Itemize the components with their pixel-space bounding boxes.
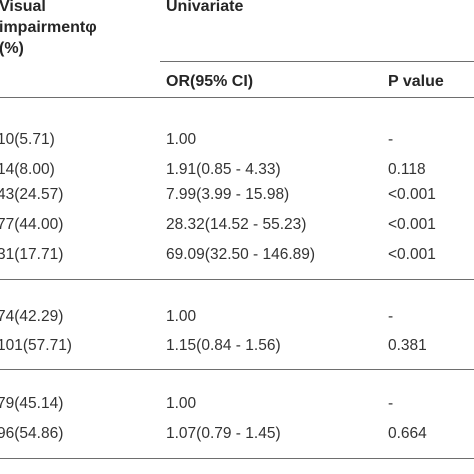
header-col1-line3: (%)	[0, 40, 24, 57]
row-8-count: 79(45.14)	[0, 395, 64, 412]
row-9-count: 96(54.86)	[0, 425, 64, 442]
row-5-count: 31(17.71)	[0, 246, 64, 263]
row-6-count: 74(42.29)	[0, 308, 64, 325]
row-7-p: 0.381	[388, 337, 427, 354]
row-6-p: -	[388, 308, 394, 325]
row-8-p: -	[388, 395, 394, 412]
header-univariate: Univariate	[166, 0, 244, 15]
group-divider-1	[0, 279, 474, 280]
row-1-p: -	[388, 131, 394, 148]
group-divider-2	[0, 369, 474, 370]
row-1-or: 1.00	[166, 131, 197, 148]
row-4-or: 28.32(14.52 - 55.23)	[166, 216, 307, 233]
row-2-count: 14(8.00)	[0, 161, 55, 178]
header-bottom-rule	[0, 97, 474, 98]
header-subrule	[160, 61, 474, 62]
row-8-or: 1.00	[166, 395, 197, 412]
row-9-or: 1.07(0.79 - 1.45)	[166, 425, 281, 442]
row-5-or: 69.09(32.50 - 146.89)	[166, 246, 316, 263]
row-5-p: <0.001	[388, 246, 436, 263]
row-2-p: 0.118	[388, 161, 426, 178]
header-col1-line1: Visual	[0, 0, 46, 15]
table-bottom-rule	[0, 458, 474, 459]
header-col1-line2: impairmentφ	[0, 19, 97, 36]
header-or-ci: OR(95% CI)	[166, 73, 254, 90]
row-2-or: 1.91(0.85 - 4.33)	[166, 161, 281, 178]
row-6-or: 1.00	[166, 308, 197, 325]
row-3-or: 7.99(3.99 - 15.98)	[166, 186, 290, 203]
row-3-p: <0.001	[388, 186, 436, 203]
row-7-count: 101(57.71)	[0, 337, 72, 354]
row-3-count: 43(24.57)	[0, 186, 64, 203]
row-9-p: 0.664	[388, 425, 427, 442]
row-7-or: 1.15(0.84 - 1.56)	[166, 337, 281, 354]
row-4-count: 77(44.00)	[0, 216, 64, 233]
row-1-count: 10(5.71)	[0, 131, 55, 148]
header-p-value: P value	[388, 73, 444, 90]
row-4-p: <0.001	[388, 216, 436, 233]
